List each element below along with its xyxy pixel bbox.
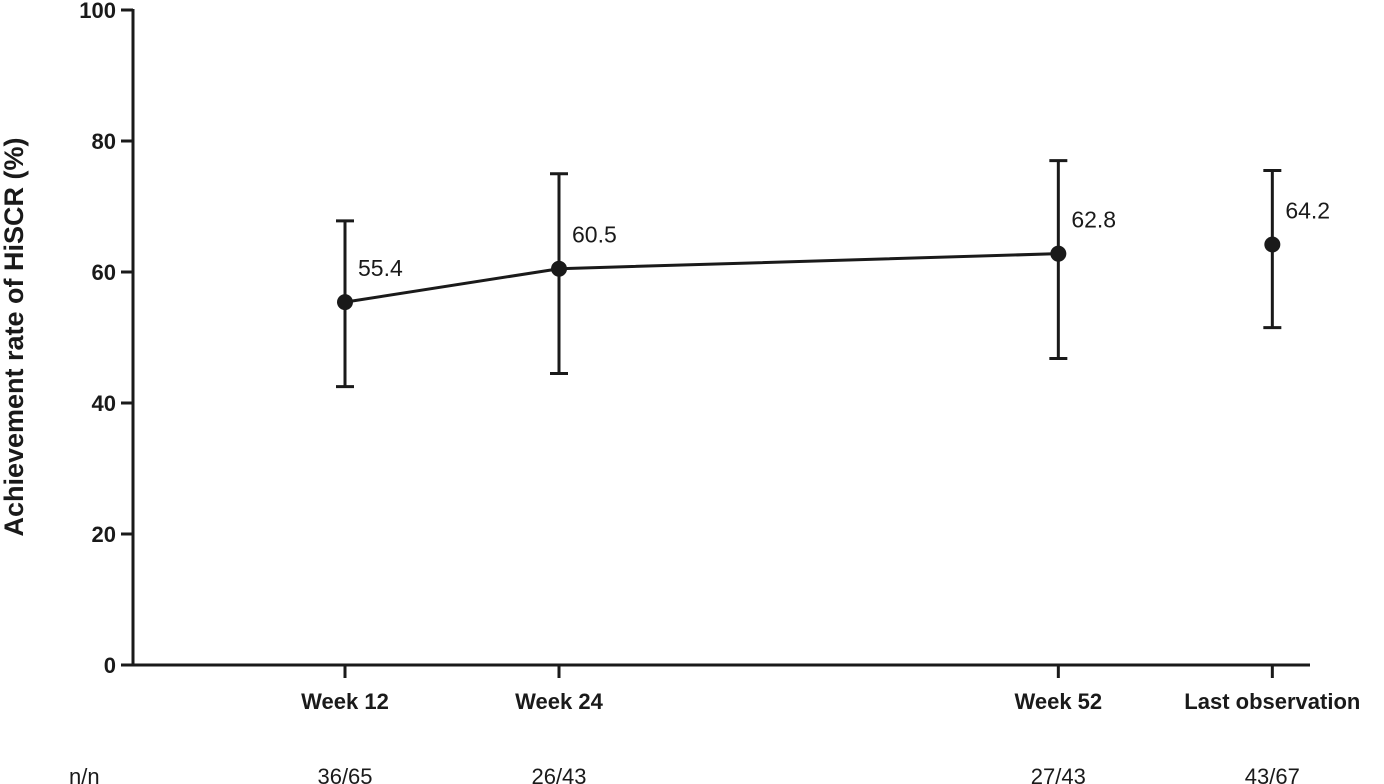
plot-area: 55.4 60.5 62.8 64.2 — [336, 159, 1330, 389]
y-tick-label: 60 — [92, 260, 116, 285]
y-tick-label: 20 — [92, 522, 116, 547]
n-value-label: 26/43 — [531, 764, 586, 784]
y-axis-title: Achievement rate of HiSCR (%) — [0, 137, 29, 536]
n-row-label: n/n — [69, 764, 100, 784]
x-tick-label: Week 24 — [515, 689, 603, 714]
y-tick-label: 80 — [92, 129, 116, 154]
data-point — [551, 260, 567, 277]
x-axis: Week 12 36/65 Week 24 26/43 Week 52 27/43 Last… — [69, 663, 1360, 784]
y-tick-label: 0 — [104, 653, 116, 678]
n-value-label: 36/65 — [317, 764, 372, 784]
data-label: 62.8 — [1071, 207, 1116, 233]
data-label: 64.2 — [1285, 197, 1330, 223]
y-axis: 0 20 40 60 80 100 — [79, 0, 135, 678]
data-point — [337, 294, 353, 311]
data-label: 55.4 — [358, 255, 403, 281]
data-point — [1050, 245, 1067, 262]
x-tick-label: Last observation — [1184, 689, 1360, 714]
y-tick-label: 40 — [92, 391, 116, 416]
n-value-label: 27/43 — [1031, 764, 1086, 784]
n-value-label: 43/67 — [1245, 764, 1300, 784]
data-label: 60.5 — [572, 222, 617, 248]
y-tick-label: 100 — [79, 0, 116, 23]
data-point — [1264, 236, 1281, 253]
series-line — [344, 252, 1059, 304]
x-tick-label: Week 52 — [1015, 689, 1103, 714]
x-tick-label: Week 12 — [301, 689, 389, 714]
